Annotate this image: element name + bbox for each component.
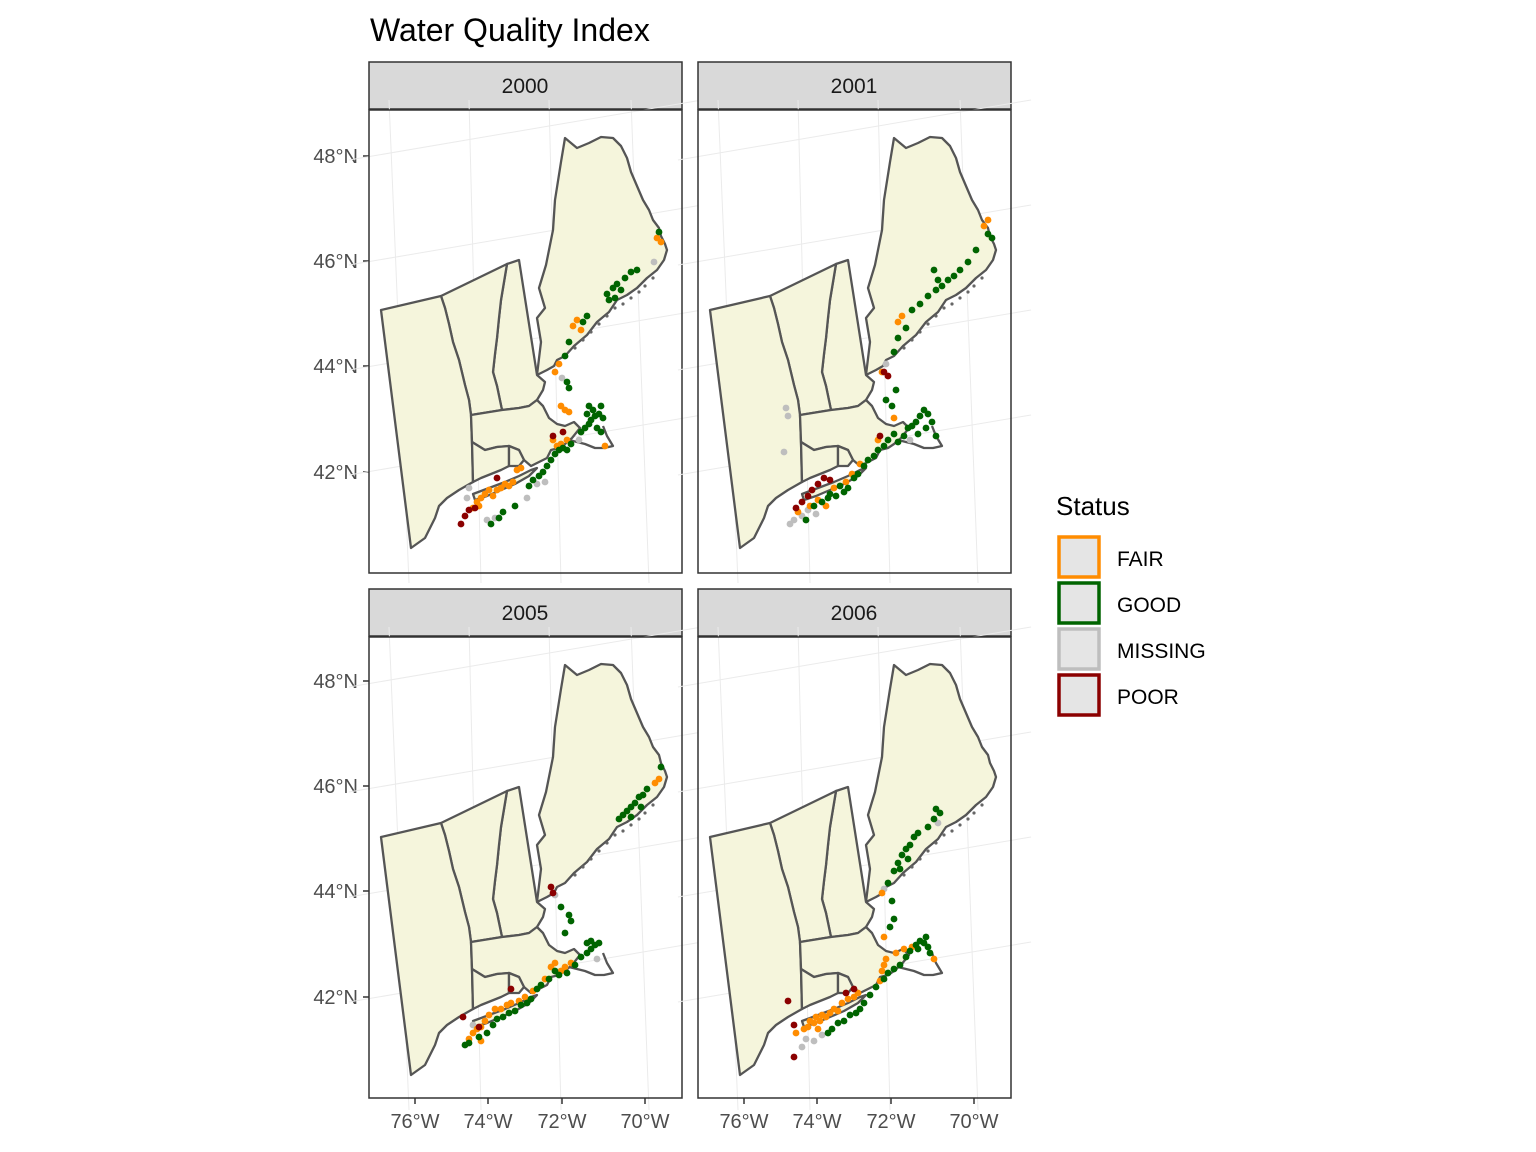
panel-2005: 2005 [349,589,702,1110]
strip-label: 2005 [502,602,549,625]
x-tick-label: 76°W [719,1111,768,1133]
legend-key-fair [1059,537,1099,577]
chart-title: Water Quality Index [370,12,650,48]
y-axis-bottom: 48°N 46°N 44°N 42°N [313,671,369,1009]
y-tick-label: 44°N [313,881,358,903]
legend-key-good [1059,583,1099,623]
y-tick-label: 42°N [313,987,358,1009]
x-axis-left: 76°W 74°W 72°W 70°W [390,1098,669,1133]
x-tick-label: 72°W [537,1111,586,1133]
legend-title: Status [1056,491,1130,521]
y-tick-label: 42°N [313,462,358,484]
x-axis-right: 76°W 74°W 72°W 70°W [719,1098,998,1133]
legend-label: MISSING [1117,640,1206,663]
strip-label: 2000 [502,75,549,98]
y-tick-label: 46°N [313,776,358,798]
legend-label: FAIR [1117,548,1164,571]
legend-label: GOOD [1117,594,1181,617]
legend: Status FAIR GOOD MISSING POOR [1056,491,1206,715]
strip-label: 2001 [831,75,878,98]
panel-2001: 2001 [678,62,1031,583]
y-tick-label: 44°N [313,356,358,378]
y-tick-label: 46°N [313,251,358,273]
strip-label: 2006 [831,602,878,625]
y-tick-label: 48°N [313,146,358,168]
panel-2000: 2000 [349,62,702,583]
y-tick-label: 48°N [313,671,358,693]
legend-label: POOR [1117,686,1179,709]
x-tick-label: 70°W [620,1111,669,1133]
x-tick-label: 74°W [463,1111,512,1133]
panel-2006: 2006 [678,589,1031,1110]
x-tick-label: 72°W [866,1111,915,1133]
legend-key-poor [1059,675,1099,715]
x-tick-label: 74°W [792,1111,841,1133]
y-axis-top: 48°N 46°N 44°N 42°N [313,146,369,484]
x-tick-label: 70°W [949,1111,998,1133]
legend-key-missing [1059,629,1099,669]
x-tick-label: 76°W [390,1111,439,1133]
